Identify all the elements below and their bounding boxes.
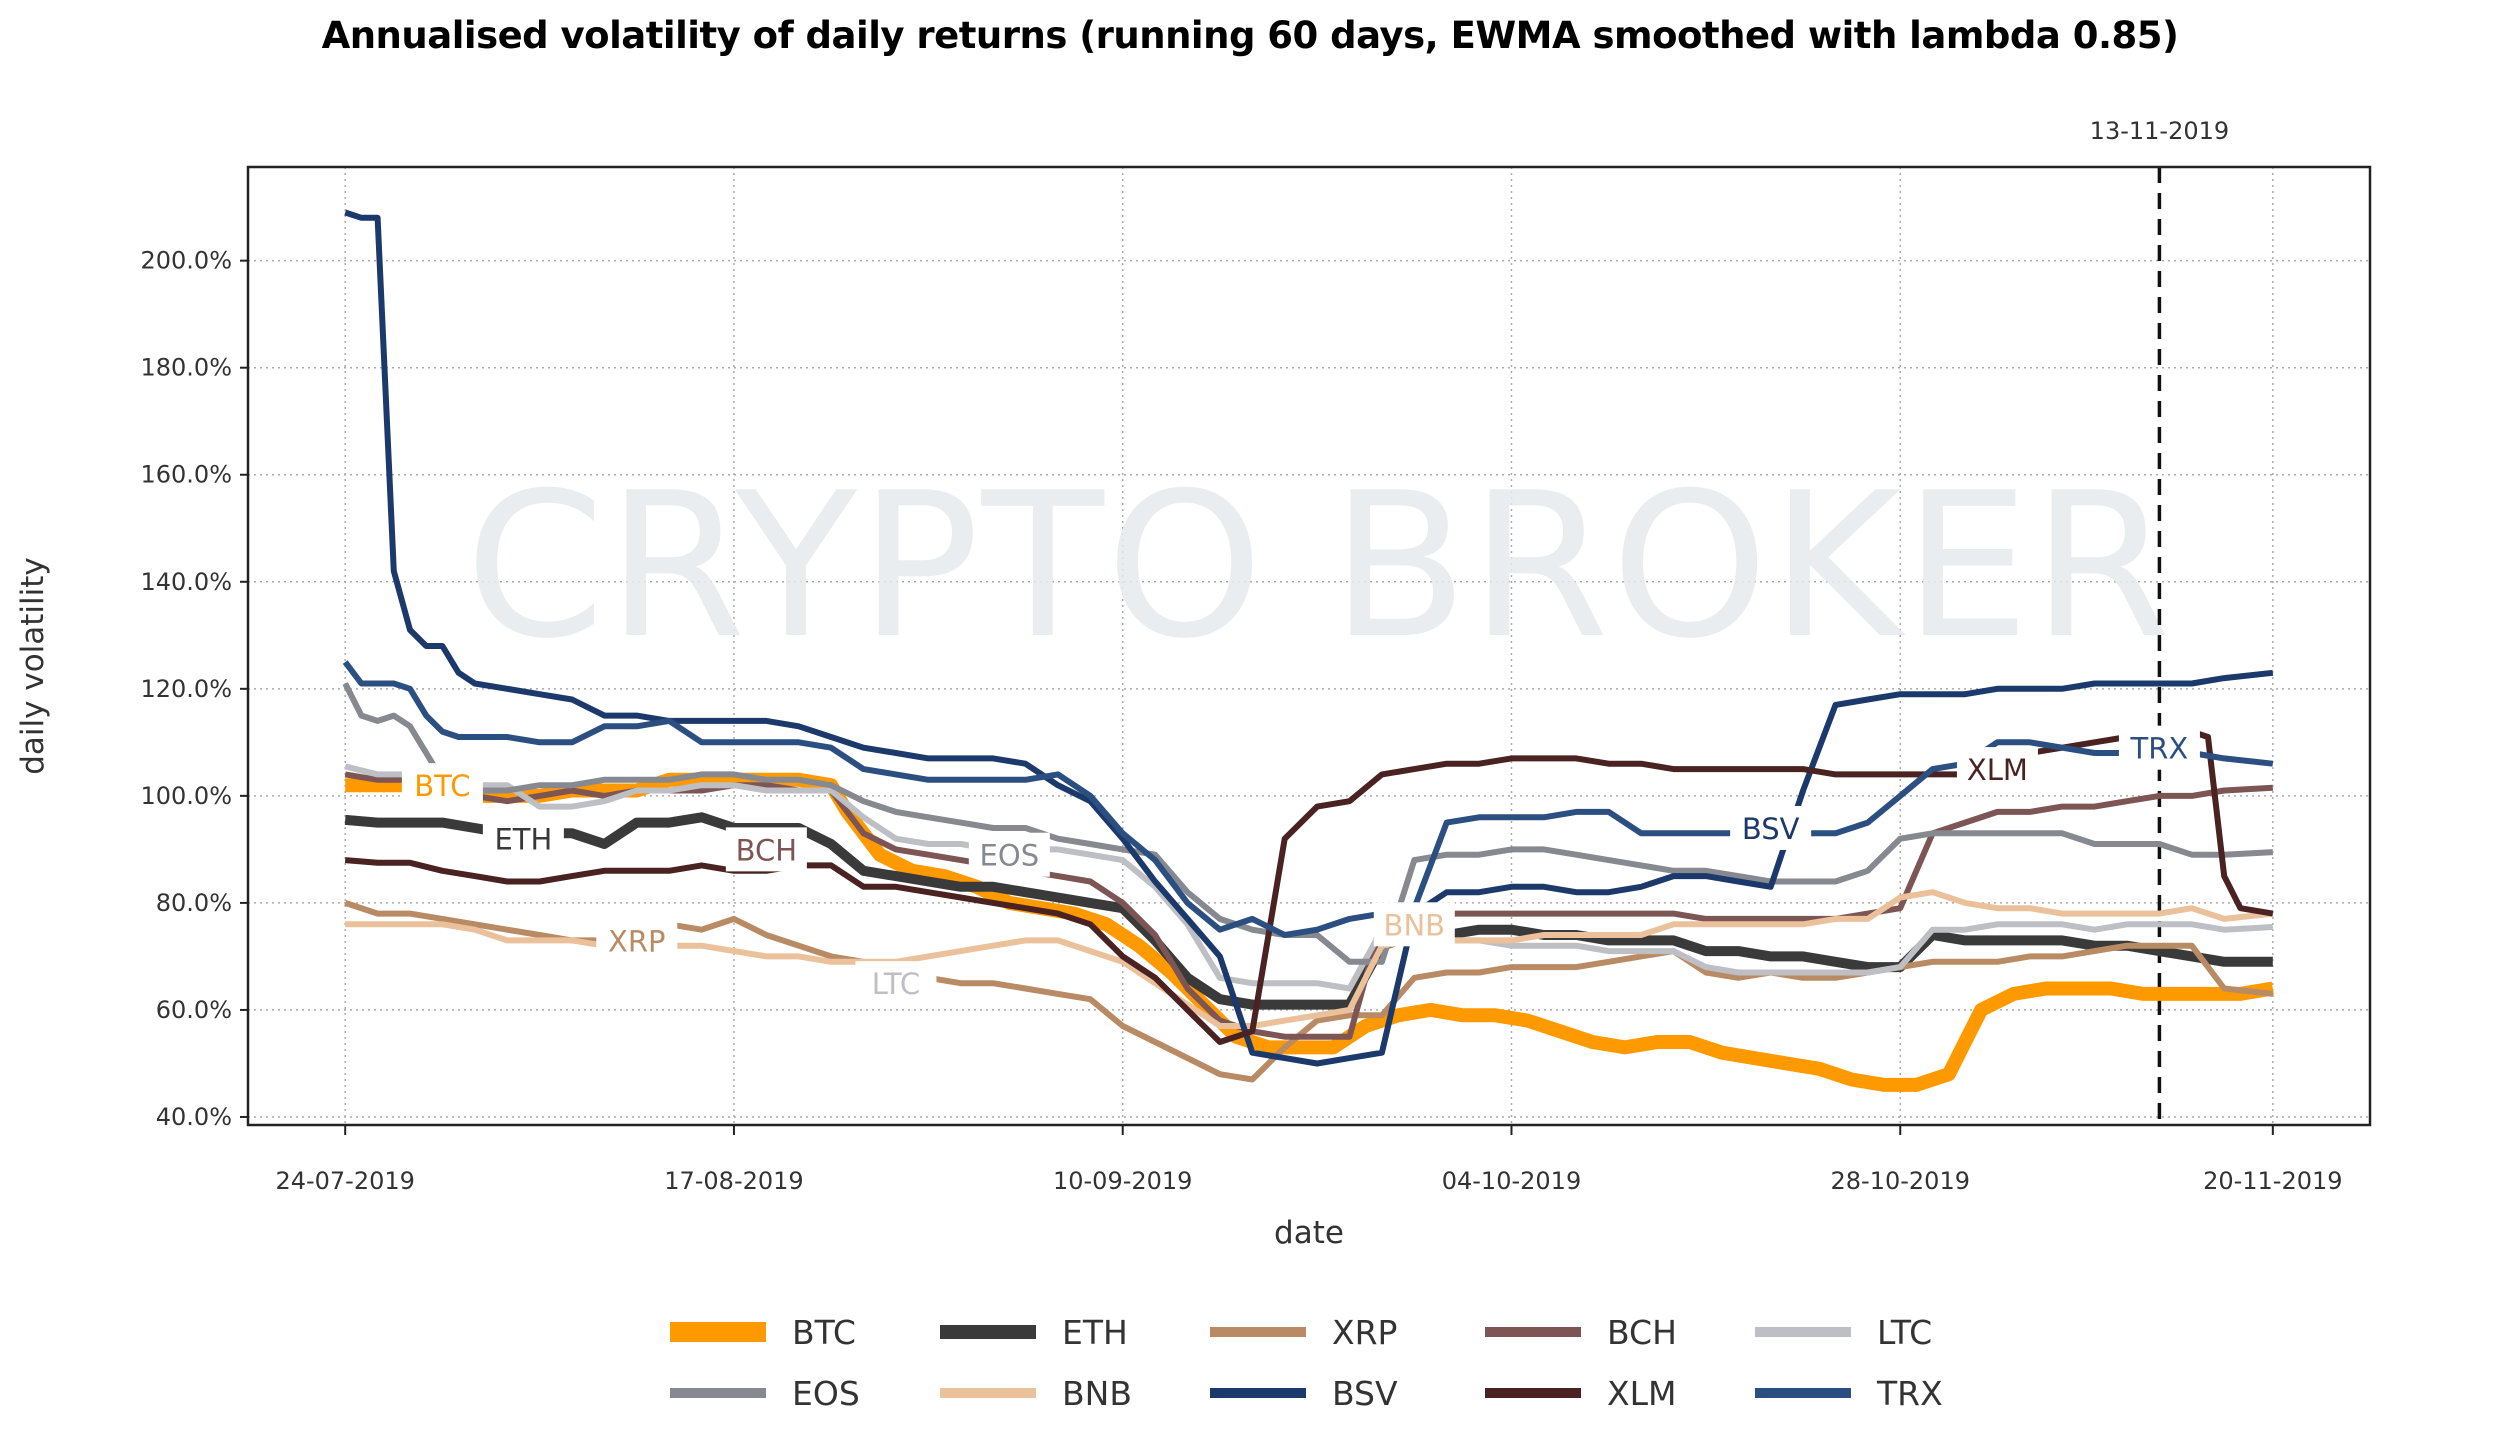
watermark-text: CRYPTO BROKER [465, 450, 2173, 683]
series-label-eos: EOS [980, 839, 1040, 873]
y-tick-label: 200.0% [140, 247, 232, 275]
series-label-bnb: BNB [1384, 908, 1445, 942]
y-tick-label: 160.0% [140, 461, 232, 489]
x-axis-label: date [1274, 1215, 1344, 1251]
series-label-bch: BCH [736, 833, 797, 867]
y-tick-label: 180.0% [140, 354, 232, 382]
legend-label: TRX [1876, 1374, 1943, 1413]
series-label-background [1956, 747, 2038, 792]
y-tick-label: 140.0% [140, 568, 232, 596]
series-label-background [401, 763, 483, 808]
x-tick-label: 04-10-2019 [1442, 1167, 1581, 1195]
series-label-layer: BTC ETH XRP BCH LTC EOS BNB BSV XLM TRX [401, 725, 2200, 1006]
legend-item-bch: BCH [1485, 1313, 1677, 1352]
series-label-background [1730, 805, 1812, 850]
series-label-background [725, 827, 807, 872]
y-tick-label: 120.0% [140, 675, 232, 703]
series-line-eos [342, 682, 2273, 965]
legend-label: EOS [792, 1374, 860, 1413]
x-tick-label: 24-07-2019 [275, 1167, 414, 1195]
x-tick-label: 20-11-2019 [2203, 1167, 2342, 1195]
series-label-eth: ETH [494, 823, 552, 857]
legend-item-btc: BTC [670, 1313, 856, 1352]
x-tick-label: 17-08-2019 [664, 1167, 803, 1195]
y-tick-label: 40.0% [156, 1103, 232, 1131]
series-line-trx [342, 660, 2274, 938]
series-label-background [1373, 902, 1455, 947]
series-label-background [482, 816, 564, 861]
legend-item-trx: TRX [1755, 1374, 1943, 1413]
chart-title: Annualised volatility of daily returns (… [321, 14, 2179, 57]
y-tick-label: 60.0% [156, 996, 232, 1024]
series-line-ltc [344, 763, 2273, 992]
x-tick-label: 28-10-2019 [1831, 1167, 1970, 1195]
series-label-bsv: BSV [1742, 812, 1800, 846]
reference-line-layer: 13-11-2019 [2090, 117, 2229, 1125]
y-tick-label: 100.0% [140, 782, 232, 810]
series-line-bsv [344, 209, 2274, 1067]
legend-item-bsv: BSV [1210, 1374, 1398, 1413]
legend-item-eos: EOS [670, 1374, 860, 1413]
series-label-xlm: XLM [1967, 753, 2028, 787]
watermark-layer: CRYPTO BROKER [465, 450, 2173, 683]
series-label-ltc: LTC [872, 967, 920, 1001]
series-label-xrp: XRP [608, 924, 666, 958]
legend-item-xrp: XRP [1210, 1313, 1397, 1352]
series-label-background [2118, 725, 2200, 770]
series-label-background [968, 832, 1050, 877]
series-label-trx: TRX [2130, 732, 2189, 766]
x-tick-label: 10-09-2019 [1053, 1167, 1192, 1195]
legend-label: LTC [1877, 1313, 1932, 1352]
axes-layer: date daily volatility 40.0% 60.0% 80.0% 100… [15, 247, 2343, 1251]
legend-label: XRP [1332, 1313, 1397, 1352]
plot-frame [246, 165, 2372, 1127]
legend-item-ltc: LTC [1755, 1313, 1932, 1352]
series-label-btc: BTC [414, 769, 470, 803]
legend-label: BTC [792, 1313, 856, 1352]
legend-item-xlm: XLM [1485, 1374, 1676, 1413]
legend-item-eth: ETH [940, 1313, 1128, 1352]
legend-label: ETH [1062, 1313, 1128, 1352]
plot-border [246, 165, 2372, 1127]
series-line-eth [344, 812, 2273, 1010]
legend-item-bnb: BNB [940, 1374, 1132, 1413]
legend-label: BNB [1062, 1374, 1132, 1413]
series-label-background [855, 961, 937, 1006]
series-label-background [596, 918, 678, 963]
y-tick-label: 80.0% [156, 889, 232, 917]
y-axis-label: daily volatility [15, 557, 51, 775]
legend-label: XLM [1607, 1374, 1676, 1413]
legend-label: BCH [1607, 1313, 1677, 1352]
reference-date-label: 13-11-2019 [2090, 117, 2229, 145]
legend-label: BSV [1332, 1374, 1398, 1413]
legend: BTC ETH XRP BCH LTC EOS BNB BSV XLM TRX [670, 1313, 1943, 1413]
